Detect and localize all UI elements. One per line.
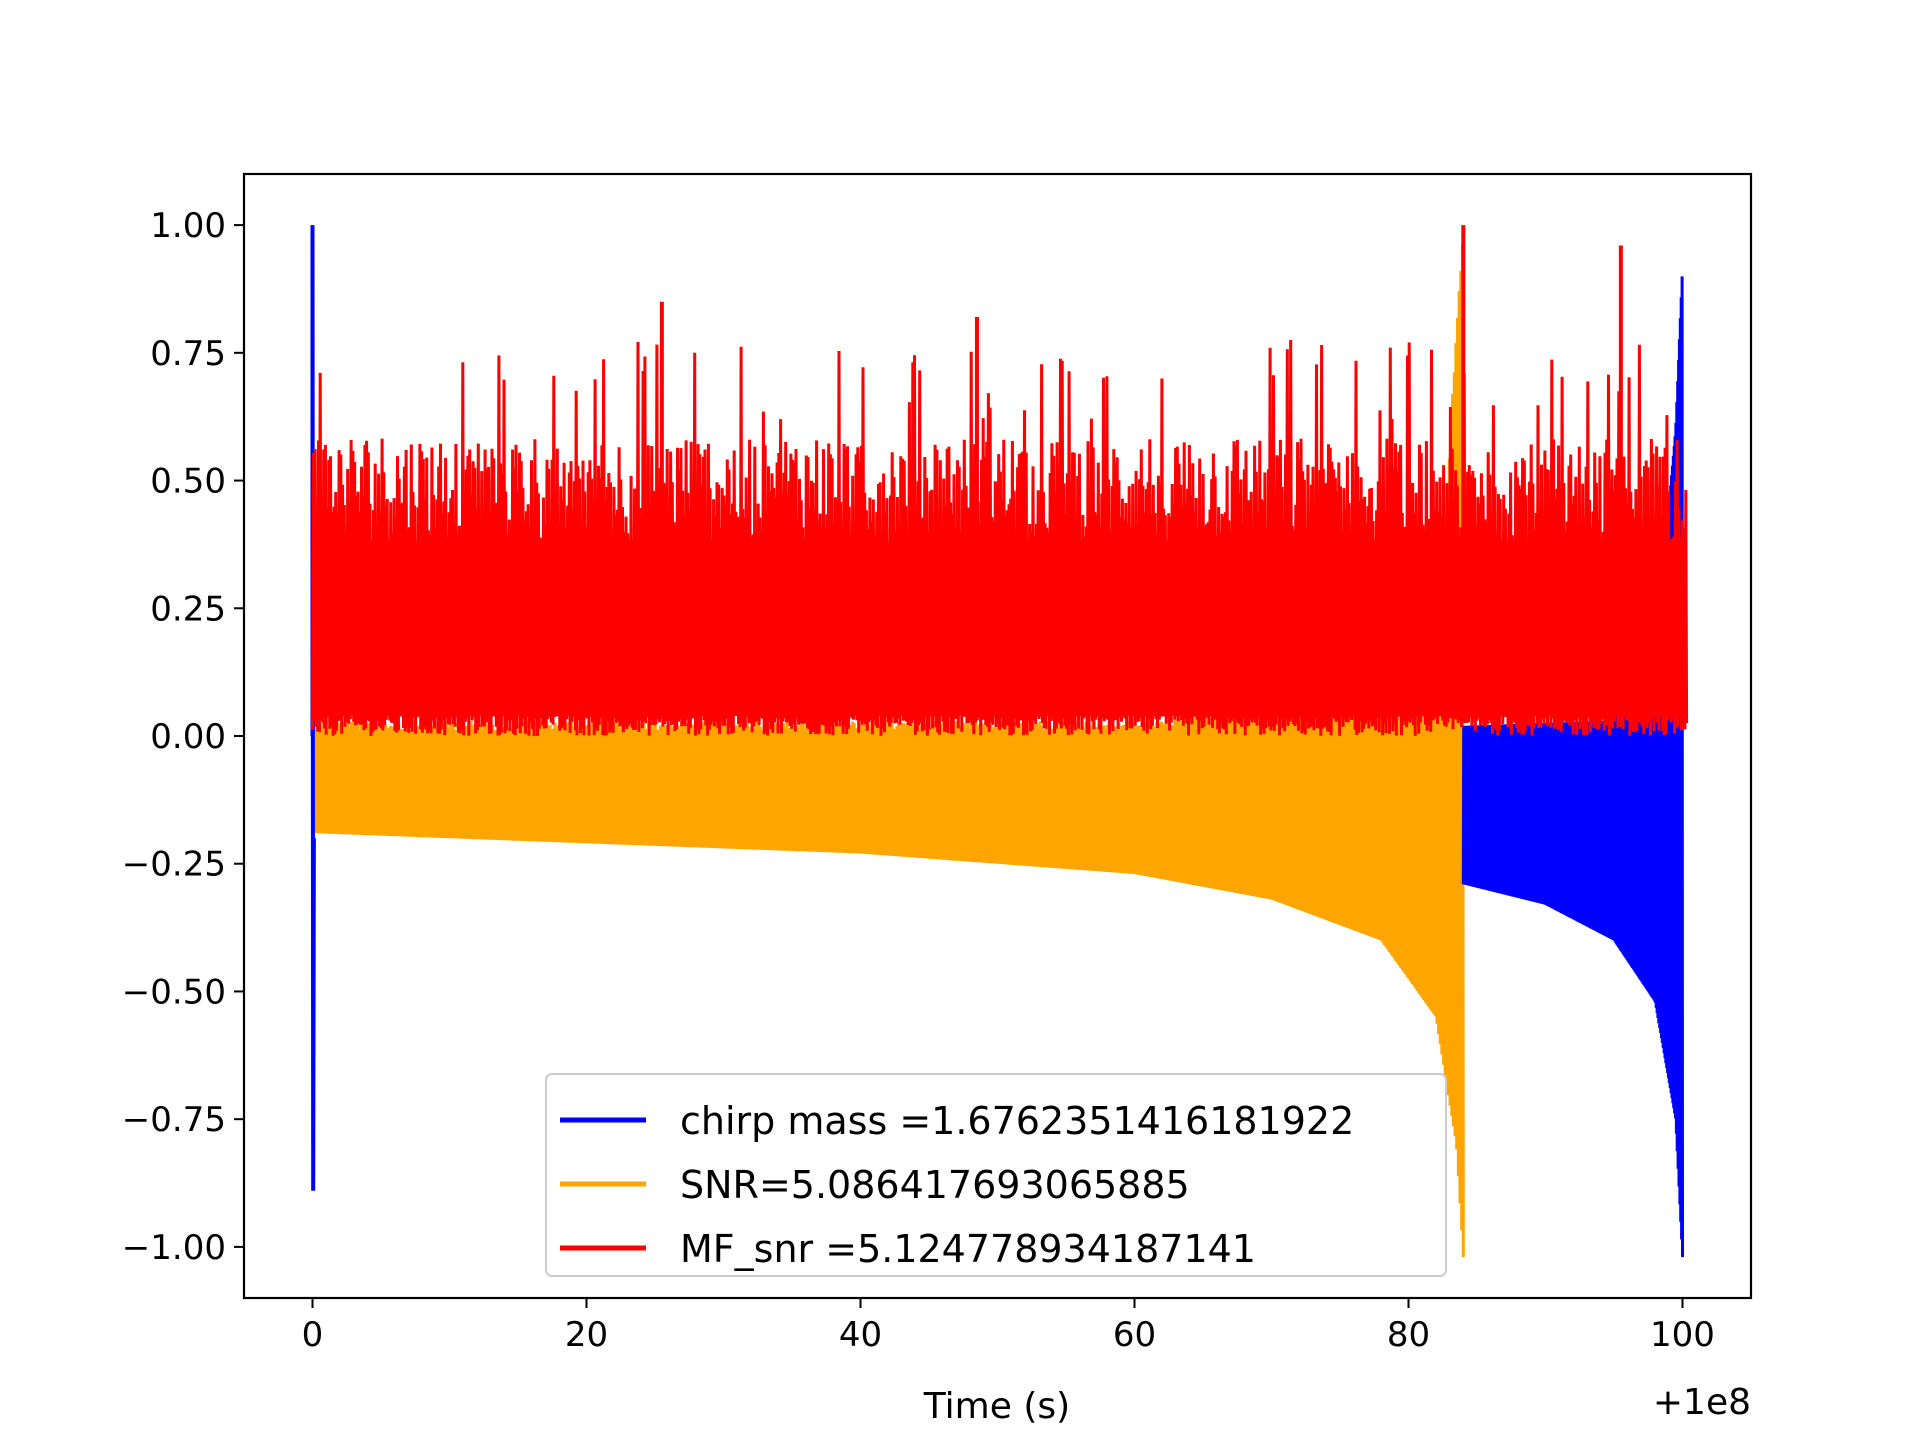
legend-entry-label: chirp mass =1.6762351416181922 bbox=[680, 1099, 1354, 1143]
x-tick-label: 40 bbox=[839, 1315, 882, 1355]
y-tick-label: 0.25 bbox=[150, 589, 226, 629]
y-tick-label: 0.50 bbox=[150, 462, 226, 502]
y-tick-label: 1.00 bbox=[150, 206, 226, 246]
x-tick-label: 20 bbox=[565, 1315, 608, 1355]
y-tick-label: −0.50 bbox=[122, 972, 226, 1012]
x-axis-offset-label: +1e8 bbox=[1653, 1382, 1751, 1423]
x-axis: 0 20 40 60 80 100 bbox=[302, 1298, 1715, 1355]
series-layer bbox=[310, 225, 1689, 1258]
y-axis: 1.00 0.75 0.50 0.25 0.00 −0.25 −0.50 −0.75 −1.00 bbox=[122, 206, 244, 1268]
legend: chirp mass =1.6762351416181922 SNR=5.0864… bbox=[545, 1073, 1447, 1277]
series-mf-snr-line bbox=[311, 339, 1689, 737]
legend-box bbox=[545, 1073, 1447, 1277]
legend-entry-label: MF_snr =5.124778934187141 bbox=[680, 1227, 1256, 1271]
x-tick-label: 0 bbox=[302, 1315, 324, 1355]
x-tick-label: 60 bbox=[1113, 1315, 1156, 1355]
series-snr-line bbox=[311, 245, 1465, 1258]
y-tick-label: 0.75 bbox=[150, 334, 226, 374]
y-tick-label: 0.00 bbox=[150, 717, 226, 757]
y-tick-label: −1.00 bbox=[122, 1228, 226, 1268]
x-tick-label: 100 bbox=[1650, 1315, 1715, 1355]
x-tick-label: 80 bbox=[1387, 1315, 1430, 1355]
y-tick-label: −0.75 bbox=[122, 1100, 226, 1140]
x-axis-label: Time (s) bbox=[923, 1386, 1070, 1427]
y-tick-label: −0.25 bbox=[122, 845, 226, 885]
series-chirp-mass-line bbox=[1461, 276, 1684, 1258]
legend-entry-label: SNR=5.086417693065885 bbox=[680, 1163, 1190, 1207]
